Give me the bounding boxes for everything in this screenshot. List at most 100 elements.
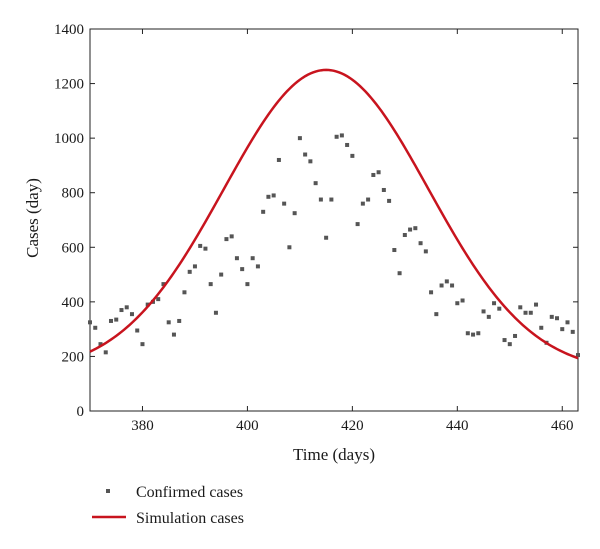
- confirmed-point: [565, 320, 570, 325]
- confirmed-point: [439, 283, 444, 288]
- confirmed-point: [103, 350, 108, 355]
- simulation-series: [89, 68, 579, 360]
- confirmed-point: [360, 201, 365, 206]
- confirmed-series: [88, 133, 580, 358]
- confirmed-point: [177, 318, 182, 323]
- simulation-line: [89, 68, 579, 360]
- confirmed-point: [350, 153, 355, 158]
- confirmed-point: [108, 318, 113, 323]
- confirmed-point: [224, 237, 229, 242]
- confirmed-point: [460, 298, 465, 303]
- confirmed-point: [413, 226, 418, 231]
- confirmed-point: [203, 246, 208, 251]
- confirmed-point: [124, 305, 129, 310]
- confirmed-point: [114, 317, 119, 322]
- confirmed-point: [418, 241, 423, 246]
- confirmed-point: [140, 342, 145, 347]
- confirmed-point: [98, 342, 103, 347]
- confirmed-point: [513, 333, 518, 338]
- confirmed-point: [334, 134, 339, 139]
- confirmed-point: [429, 290, 434, 295]
- confirmed-point: [93, 325, 98, 330]
- confirmed-point: [455, 301, 460, 306]
- confirmed-point: [292, 211, 297, 216]
- confirmed-point: [444, 279, 449, 284]
- confirmed-point: [549, 314, 554, 319]
- confirmed-point: [392, 248, 397, 253]
- y-tick-label: 0: [77, 404, 85, 420]
- confirmed-point: [271, 193, 276, 198]
- x-tick-label: 400: [236, 418, 259, 434]
- confirmed-point: [229, 234, 234, 239]
- confirmed-point: [345, 142, 350, 147]
- x-tick-label: 460: [551, 418, 574, 434]
- y-tick-label: 1400: [54, 22, 84, 38]
- confirmed-point: [324, 235, 329, 240]
- confirmed-point: [161, 282, 166, 287]
- confirmed-point: [518, 305, 523, 310]
- confirmed-point: [408, 227, 413, 232]
- confirmed-point: [523, 310, 528, 315]
- confirmed-point: [240, 267, 245, 272]
- confirmed-point: [576, 353, 580, 358]
- confirmed-point: [471, 332, 476, 337]
- confirmed-point: [376, 170, 381, 175]
- confirmed-point: [423, 249, 428, 254]
- plot-frame: [89, 28, 579, 412]
- confirmed-point: [282, 201, 287, 206]
- confirmed-point: [234, 256, 239, 261]
- confirmed-point: [245, 282, 250, 287]
- confirmed-point: [560, 327, 565, 332]
- confirmed-point: [156, 297, 161, 302]
- confirmed-point: [476, 331, 481, 336]
- confirmed-point: [308, 159, 313, 164]
- confirmed-point: [297, 136, 302, 141]
- confirmed-point: [135, 328, 140, 333]
- confirmed-point: [402, 233, 407, 238]
- confirmed-point: [303, 152, 308, 157]
- confirmed-point: [166, 320, 171, 325]
- legend-marker-confirmed: [106, 489, 110, 493]
- legend-label-simulation: Simulation cases: [136, 510, 244, 527]
- confirmed-point: [555, 316, 560, 321]
- y-tick-label: 800: [62, 186, 85, 202]
- x-tick-label: 440: [446, 418, 469, 434]
- x-axis: 380 400 420 440 460: [131, 29, 574, 434]
- legend: Confirmed cases Simulation cases: [92, 484, 244, 527]
- y-tick-label: 400: [62, 295, 85, 311]
- confirmed-point: [339, 133, 344, 138]
- confirmed-point: [371, 172, 376, 177]
- x-tick-label: 380: [131, 418, 154, 434]
- confirmed-point: [502, 338, 507, 343]
- confirmed-point: [397, 271, 402, 276]
- y-axis: 0 200 400 600 800 1000 1200 1400: [54, 22, 578, 420]
- confirmed-point: [266, 194, 271, 199]
- confirmed-point: [313, 181, 318, 186]
- legend-label-confirmed: Confirmed cases: [136, 484, 243, 501]
- confirmed-point: [88, 320, 92, 325]
- confirmed-point: [329, 197, 334, 202]
- confirmed-point: [434, 312, 439, 317]
- confirmed-point: [276, 157, 281, 162]
- confirmed-point: [366, 197, 371, 202]
- confirmed-point: [539, 325, 544, 330]
- confirmed-point: [219, 272, 224, 277]
- confirmed-point: [507, 342, 512, 347]
- confirmed-point: [208, 282, 213, 287]
- confirmed-point: [129, 312, 134, 317]
- confirmed-point: [450, 283, 455, 288]
- confirmed-point: [497, 306, 502, 311]
- confirmed-point: [145, 302, 150, 307]
- confirmed-point: [119, 308, 124, 313]
- confirmed-point: [381, 187, 386, 192]
- confirmed-point: [481, 309, 486, 314]
- confirmed-point: [171, 332, 176, 337]
- confirmed-point: [486, 314, 491, 319]
- confirmed-point: [465, 331, 470, 336]
- confirmed-point: [213, 310, 218, 315]
- confirmed-point: [198, 243, 203, 248]
- y-tick-label: 1000: [54, 131, 84, 147]
- confirmed-point: [387, 198, 392, 203]
- confirmed-point: [187, 269, 192, 274]
